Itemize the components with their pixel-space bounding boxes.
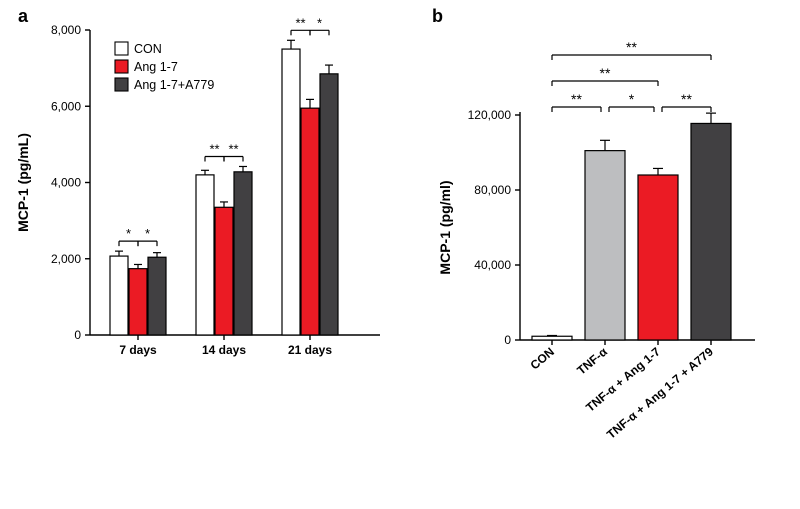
y-tick-label: 0 bbox=[504, 333, 511, 347]
bar bbox=[532, 336, 572, 340]
bar bbox=[691, 123, 731, 340]
y-tick-label: 120,000 bbox=[468, 108, 512, 122]
x-tick-label: CON bbox=[527, 345, 556, 373]
panel-b-chart: 0 40,000 80,000 120,000 MCP-1 (pg/ml) CON TNF-… bbox=[0, 0, 800, 509]
sig-label: * bbox=[629, 91, 635, 107]
x-tick-label: TNF-α + Ang 1-7 + A779 bbox=[604, 344, 716, 441]
sig-label: ** bbox=[600, 65, 611, 81]
bar bbox=[638, 175, 678, 340]
bar bbox=[585, 151, 625, 340]
sig-label: ** bbox=[571, 91, 582, 107]
sig-label: ** bbox=[681, 91, 692, 107]
sig-label: ** bbox=[626, 39, 637, 55]
y-axis-label: MCP-1 (pg/ml) bbox=[437, 180, 453, 274]
y-tick-label: 80,000 bbox=[474, 183, 511, 197]
figure: a b 02,0004,0006,0008,000MCP-1 (pg/mL)7 … bbox=[0, 0, 800, 509]
x-tick-label: TNF-α bbox=[574, 344, 610, 377]
y-tick-label: 40,000 bbox=[474, 258, 511, 272]
panel-b-svg: 0 40,000 80,000 120,000 MCP-1 (pg/ml) CON TNF-… bbox=[0, 0, 800, 509]
